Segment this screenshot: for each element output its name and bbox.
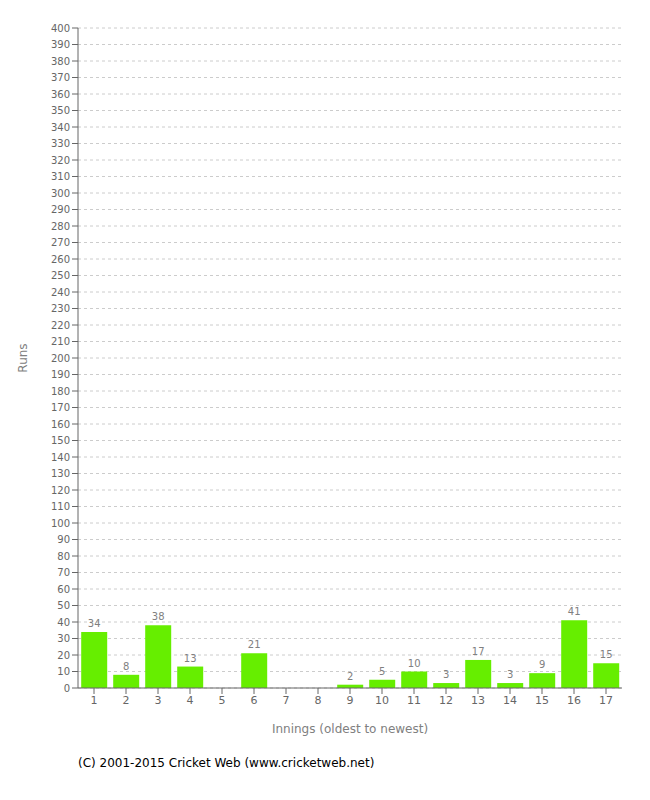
svg-text:6: 6 [251, 694, 258, 707]
svg-text:11: 11 [407, 694, 421, 707]
svg-text:180: 180 [51, 386, 70, 397]
svg-text:310: 310 [51, 171, 70, 182]
svg-text:13: 13 [184, 653, 197, 664]
svg-text:17: 17 [472, 646, 485, 657]
svg-text:5: 5 [219, 694, 226, 707]
svg-text:50: 50 [57, 600, 70, 611]
svg-text:350: 350 [51, 105, 70, 116]
html-text:(C) 2001-2015 Cricket Web (www: (C) 2001-2015 Cricket Web (www.cricketwe… [78, 756, 375, 770]
svg-text:170: 170 [51, 402, 70, 413]
svg-text:190: 190 [51, 369, 70, 380]
svg-text:90: 90 [57, 534, 70, 545]
svg-text:41: 41 [568, 606, 581, 617]
svg-text:220: 220 [51, 320, 70, 331]
svg-text:270: 270 [51, 237, 70, 248]
svg-text:2: 2 [123, 694, 130, 707]
svg-text:3: 3 [155, 694, 162, 707]
svg-text:240: 240 [51, 287, 70, 298]
svg-text:38: 38 [152, 611, 165, 622]
svg-text:8: 8 [123, 661, 129, 672]
svg-text:9: 9 [347, 694, 354, 707]
svg-text:14: 14 [503, 694, 517, 707]
svg-text:100: 100 [51, 518, 70, 529]
svg-text:10: 10 [57, 666, 70, 677]
svg-text:4: 4 [187, 694, 194, 707]
svg-text:340: 340 [51, 122, 70, 133]
svg-text:230: 230 [51, 303, 70, 314]
svg-text:370: 370 [51, 72, 70, 83]
svg-text:34: 34 [88, 618, 101, 629]
svg-text:290: 290 [51, 204, 70, 215]
svg-text:260: 260 [51, 254, 70, 265]
svg-text:0: 0 [64, 683, 70, 694]
svg-text:10: 10 [408, 658, 421, 669]
svg-text:390: 390 [51, 39, 70, 50]
svg-text:200: 200 [51, 353, 70, 364]
svg-text:400: 400 [51, 23, 70, 34]
svg-text:17: 17 [599, 694, 613, 707]
svg-text:Runs: Runs [16, 343, 30, 372]
svg-text:300: 300 [51, 188, 70, 199]
svg-text:1: 1 [91, 694, 98, 707]
svg-text:2: 2 [347, 671, 353, 682]
svg-text:3: 3 [443, 669, 449, 680]
svg-text:60: 60 [57, 584, 70, 595]
svg-text:15: 15 [535, 694, 549, 707]
svg-text:20: 20 [57, 650, 70, 661]
svg-text:210: 210 [51, 336, 70, 347]
svg-text:15: 15 [600, 649, 613, 660]
svg-text:140: 140 [51, 452, 70, 463]
svg-text:16: 16 [567, 694, 581, 707]
svg-text:380: 380 [51, 56, 70, 67]
svg-text:30: 30 [57, 633, 70, 644]
svg-text:10: 10 [375, 694, 389, 707]
svg-text:360: 360 [51, 89, 70, 100]
svg-text:70: 70 [57, 567, 70, 578]
svg-text:Innings (oldest to newest): Innings (oldest to newest) [272, 722, 428, 736]
svg-text:160: 160 [51, 419, 70, 430]
svg-text:13: 13 [471, 694, 485, 707]
svg-text:80: 80 [57, 551, 70, 562]
svg-text:3: 3 [507, 669, 513, 680]
svg-text:21: 21 [248, 639, 261, 650]
svg-text:150: 150 [51, 435, 70, 446]
svg-text:5: 5 [379, 666, 385, 677]
svg-text:110: 110 [51, 501, 70, 512]
svg-text:40: 40 [57, 617, 70, 628]
svg-text:330: 330 [51, 138, 70, 149]
svg-text:280: 280 [51, 221, 70, 232]
svg-text:9: 9 [539, 659, 545, 670]
svg-text:250: 250 [51, 270, 70, 281]
svg-text:130: 130 [51, 468, 70, 479]
svg-text:7: 7 [283, 694, 290, 707]
svg-text:8: 8 [315, 694, 322, 707]
svg-text:320: 320 [51, 155, 70, 166]
svg-text:12: 12 [439, 694, 453, 707]
svg-text:120: 120 [51, 485, 70, 496]
